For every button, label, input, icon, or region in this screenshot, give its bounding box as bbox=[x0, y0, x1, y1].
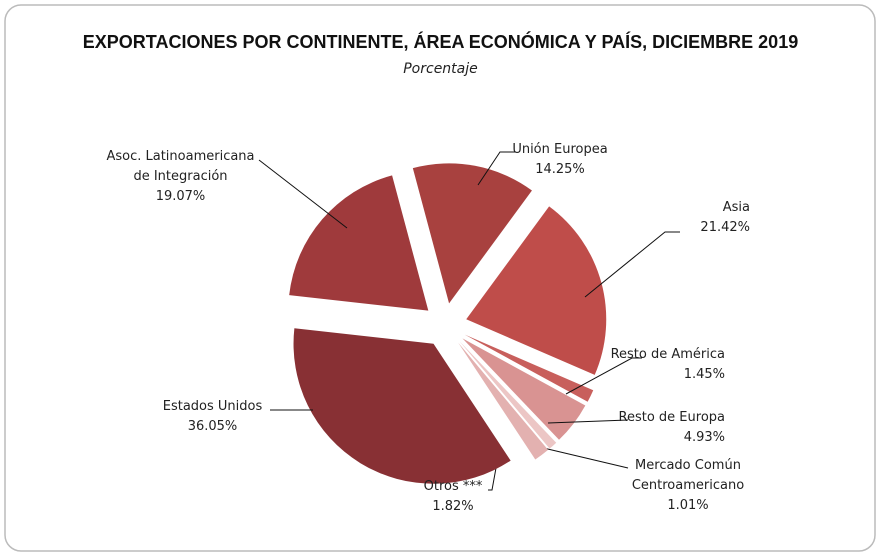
pie-slice bbox=[458, 342, 549, 460]
chart-title: EXPORTACIONES POR CONTINENTE, ÁREA ECONÓ… bbox=[82, 32, 799, 52]
pie-slice bbox=[289, 175, 429, 311]
slice-label: Asoc. Latinoamericana de Integración 19.0… bbox=[98, 147, 263, 207]
slice-name: Asia bbox=[722, 200, 750, 215]
chart-subtitle: Porcentaje bbox=[403, 61, 478, 77]
slice-label: Asia 21.42% bbox=[660, 198, 750, 238]
slice-name: Asoc. Latinoamericana de Integración bbox=[106, 149, 255, 184]
leader-line bbox=[258, 159, 348, 229]
slice-value: 19.07% bbox=[155, 189, 206, 204]
leader-line bbox=[534, 445, 629, 469]
slice-name: Mercado Común Centroamericano bbox=[631, 458, 745, 493]
pie-slice bbox=[462, 338, 586, 440]
pie-slice bbox=[464, 334, 594, 402]
leader-line bbox=[547, 419, 629, 424]
slice-label: Otros *** 1.82% bbox=[413, 477, 493, 517]
leader-line bbox=[584, 231, 680, 298]
slice-label: Unión Europea 14.25% bbox=[500, 140, 620, 180]
slice-label: Resto de Europa 4.93% bbox=[600, 408, 725, 448]
slice-label: Estados Unidos 36.05% bbox=[150, 397, 275, 437]
slice-value: 1.45% bbox=[683, 367, 725, 382]
slice-name: Resto de América bbox=[610, 347, 725, 362]
leader-line bbox=[565, 357, 642, 395]
slice-name: Unión Europea bbox=[512, 142, 608, 157]
slice-value: 21.42% bbox=[700, 220, 750, 235]
pie-slice bbox=[466, 206, 607, 375]
slice-name: Otros *** bbox=[423, 479, 483, 494]
slice-name: Estados Unidos bbox=[162, 399, 263, 414]
pie-slice bbox=[293, 328, 511, 484]
slice-value: 14.25% bbox=[535, 162, 585, 177]
slice-label: Mercado Común Centroamericano 1.01% bbox=[623, 456, 753, 516]
slice-name: Resto de Europa bbox=[618, 410, 725, 425]
slice-value: 1.01% bbox=[667, 498, 709, 513]
slice-label: Resto de América 1.45% bbox=[590, 345, 725, 385]
slice-value: 4.93% bbox=[683, 430, 725, 445]
leader-line bbox=[477, 151, 515, 186]
slice-value: 36.05% bbox=[187, 419, 238, 434]
pie-slice bbox=[459, 341, 557, 449]
slice-value: 1.82% bbox=[432, 499, 474, 514]
pie-slice bbox=[412, 163, 532, 304]
card bbox=[4, 4, 876, 552]
